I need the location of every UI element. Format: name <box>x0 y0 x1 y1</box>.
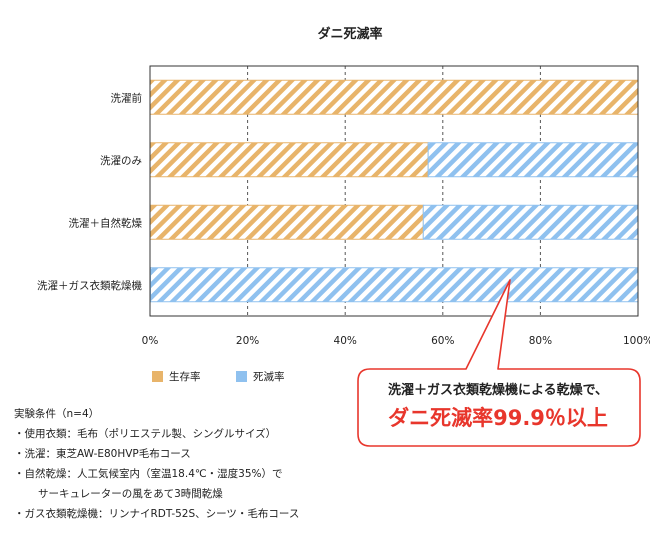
plot-frame <box>149 65 639 317</box>
x-tick-label: 0% <box>142 335 159 347</box>
legend: 生存率 死滅率 <box>152 370 285 383</box>
chart-title: ダニ死滅率 <box>317 26 382 42</box>
bar-mortality <box>149 267 639 303</box>
bars <box>149 79 639 303</box>
x-tick-label: 40% <box>334 335 357 347</box>
x-tick-labels: 0% 20% 40% 60% 80% 100% <box>142 335 650 347</box>
callout-bubble <box>357 279 641 447</box>
category-label: 洗濯前 <box>111 91 143 104</box>
legend-label-survival: 生存率 <box>169 370 201 383</box>
legend-swatch-survival <box>152 371 163 382</box>
bar-survival <box>149 142 429 178</box>
category-label: 洗濯＋ガス衣類乾燥機 <box>37 279 142 292</box>
legend-swatch-mortality <box>236 371 247 382</box>
experiment-conditions: 実験条件（n=4） ・使用衣類：毛布（ポリエステル製、シングルサイズ） ・洗濯：… <box>14 404 299 524</box>
condition-gas-dryer: ・ガス衣類乾燥機：リンナイRDT-52S、シーツ・毛布コース <box>14 508 300 520</box>
x-tick-label: 80% <box>529 335 552 347</box>
callout-line-1: 洗濯＋ガス衣類乾燥機による乾燥で、 <box>387 383 609 398</box>
category-label: 洗濯＋自然乾燥 <box>69 216 143 229</box>
bar-survival <box>149 204 424 240</box>
legend-label-mortality: 死滅率 <box>253 370 285 383</box>
callout-text: 洗濯＋ガス衣類乾燥機による乾燥で、 ダニ死滅率99.9％以上 <box>358 381 638 433</box>
condition-fabric: ・使用衣類：毛布（ポリエステル製、シングルサイズ） <box>14 428 277 440</box>
condition-natural-drying-detail: サーキュレーターの風をあて3時間乾燥 <box>38 488 223 500</box>
x-tick-label: 20% <box>236 335 259 347</box>
bar-survival <box>149 79 639 115</box>
condition-washing: ・洗濯：東芝AW-E80HVP毛布コース <box>14 448 191 460</box>
x-tick-label: 100% <box>623 335 650 347</box>
condition-natural-drying: ・自然乾燥：人工気候室内（室温18.4℃・湿度35%）で <box>14 468 283 480</box>
callout-line-2: ダニ死滅率99.9％以上 <box>388 406 608 430</box>
conditions-header: 実験条件（n=4） <box>14 408 100 420</box>
bar-mortality <box>422 204 639 240</box>
x-tick-label: 60% <box>431 335 454 347</box>
category-label: 洗濯のみ <box>100 155 142 167</box>
bar-mortality <box>427 142 639 178</box>
